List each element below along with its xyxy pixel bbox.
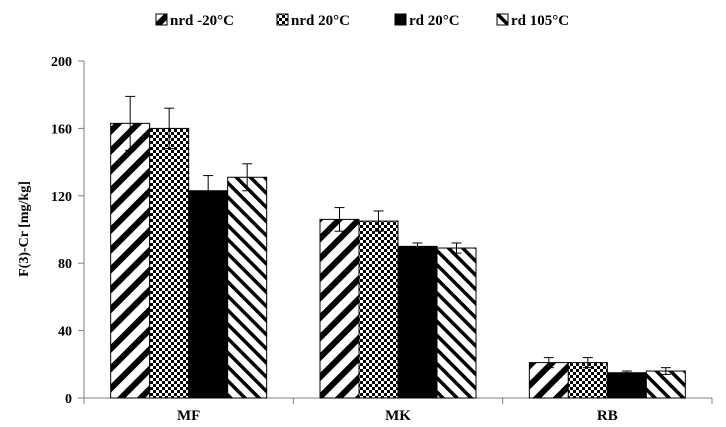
- bar-diag-wide-mf: [110, 122, 151, 399]
- y-tick-label: 120: [51, 190, 72, 205]
- y-tick-label: 160: [51, 122, 72, 137]
- y-tick-label: 80: [58, 257, 72, 272]
- y-tick-label: 0: [65, 392, 72, 407]
- legend-swatch-diag-wide: [155, 13, 168, 26]
- legend-label: nrd 20°C: [291, 13, 350, 29]
- bar-diag-wide-rb: [528, 362, 569, 399]
- bar-checker-mk: [358, 220, 399, 399]
- x-axis: MF MK RB: [83, 397, 713, 424]
- bar-back-diag-mf: [227, 176, 268, 399]
- legend-label: rd 20°C: [409, 13, 460, 29]
- y-axis: 0 40 80 120 160 200: [51, 55, 85, 407]
- y-tick-label: 200: [51, 55, 72, 70]
- bar-solid-mf: [188, 190, 229, 399]
- bar-diag-wide-mk: [319, 218, 360, 399]
- bar-solid-rb: [606, 372, 647, 399]
- x-tick-label: RB: [597, 408, 618, 424]
- bar-back-diag-rb: [645, 370, 686, 399]
- error-bars: [125, 95, 671, 375]
- legend-label: nrd -20°C: [170, 13, 234, 29]
- bar-back-diag-mk: [436, 247, 477, 399]
- legend-swatch-solid: [394, 13, 407, 26]
- x-tick-label: MK: [385, 408, 411, 424]
- legend-swatch-back-diag: [496, 13, 509, 26]
- bar-solid-mk: [397, 245, 438, 399]
- legend: nrd -20°C nrd 20°C rd 20°C rd 105°C: [155, 13, 569, 29]
- y-axis-title: F(3)-Cr [mg/kg]: [17, 181, 32, 277]
- bars: [110, 122, 686, 399]
- x-tick-label: MF: [177, 408, 200, 424]
- legend-swatch-checker: [276, 13, 289, 26]
- y-tick-label: 40: [58, 325, 72, 340]
- bar-checker-mf: [149, 127, 190, 399]
- legend-label: rd 105°C: [511, 13, 569, 29]
